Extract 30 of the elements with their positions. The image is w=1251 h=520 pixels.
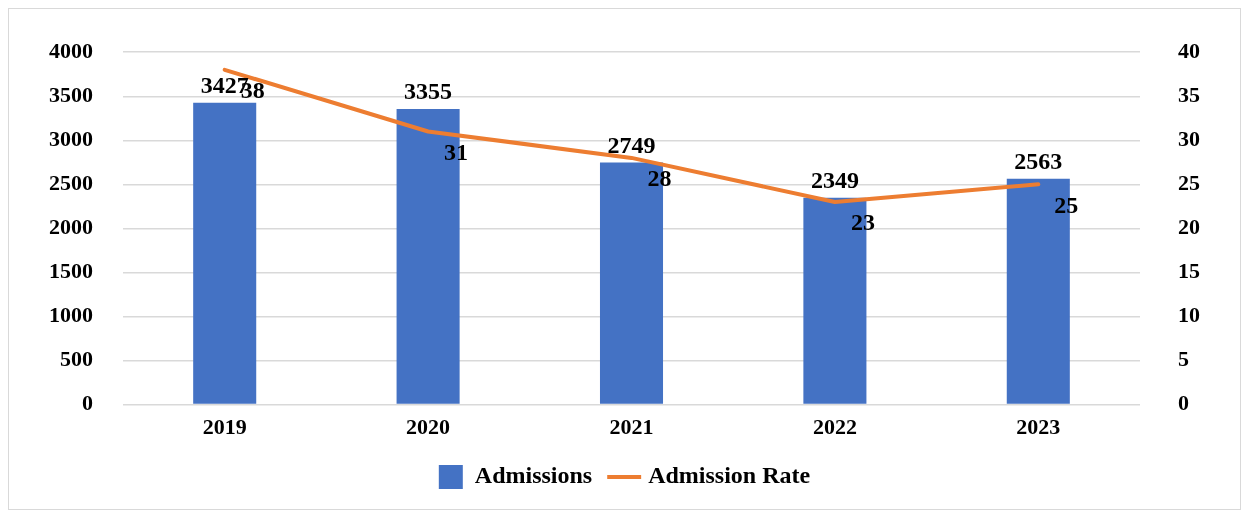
x-tick-label: 2019	[202, 414, 247, 440]
y2-tick-label: 20	[1178, 214, 1200, 240]
y-tick-label: 0	[82, 390, 93, 416]
y2-tick-label: 10	[1178, 302, 1200, 328]
legend-label: Admission Rate	[648, 462, 811, 489]
y-tick-label: 3000	[49, 125, 93, 151]
y2-tick-label: 30	[1178, 125, 1200, 151]
data-label: 3355	[404, 78, 453, 105]
data-label: 2749	[607, 131, 656, 158]
data-label: 2563	[1014, 148, 1063, 174]
y2-tick-label: 25	[1178, 170, 1200, 196]
x-tick-label: 2023	[1016, 414, 1061, 440]
y-tick-label: 500	[60, 346, 93, 372]
bar	[193, 102, 257, 404]
y2-tick-label: 5	[1178, 346, 1189, 372]
y-tick-label: 2000	[49, 214, 93, 240]
y-tick-label: 4000	[49, 37, 93, 63]
data-label: 2349	[810, 166, 859, 193]
legend-label: Admissions	[474, 462, 593, 489]
y-tick-label: 1000	[49, 302, 93, 328]
x-tick-label: 2021	[609, 414, 654, 440]
x-tick-label: 2020	[406, 414, 451, 440]
y2-tick-label: 35	[1178, 81, 1200, 107]
y2-tick-label: 15	[1178, 258, 1200, 284]
y-tick-label: 2500	[49, 170, 93, 196]
y-tick-label: 3500	[49, 81, 93, 107]
y-tick-label: 1500	[49, 258, 93, 284]
y2-tick-label: 40	[1178, 37, 1200, 63]
y2-tick-label: 0	[1178, 390, 1189, 416]
x-tick-label: 2022	[812, 414, 857, 440]
